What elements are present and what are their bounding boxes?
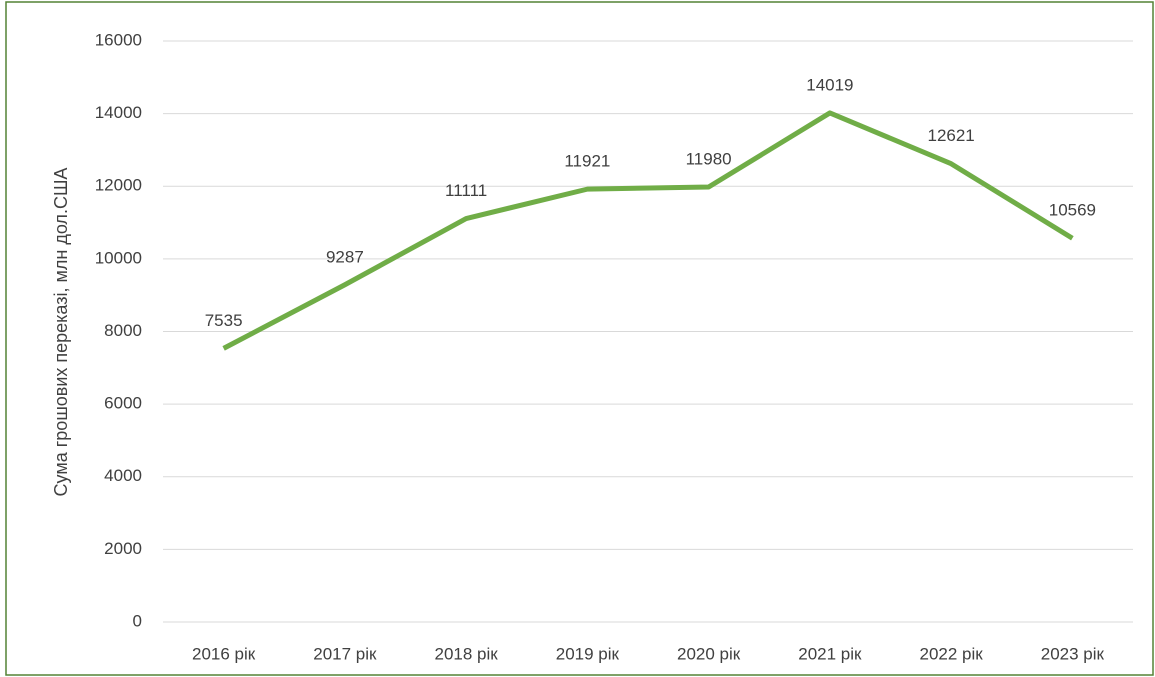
y-tick-label: 14000 xyxy=(95,103,142,122)
x-tick-label: 2018 рік xyxy=(435,644,499,663)
y-axis-label: Сума грошових переказі, млн дол.США xyxy=(51,168,71,497)
data-label: 9287 xyxy=(326,247,364,266)
data-label: 7535 xyxy=(205,311,243,330)
line xyxy=(222,110,1074,351)
x-tick-label: 2022 рік xyxy=(920,644,984,663)
y-tick-label: 12000 xyxy=(95,176,142,195)
y-tick-label: 16000 xyxy=(95,30,142,49)
data-label: 11111 xyxy=(445,181,487,200)
data-label: 12621 xyxy=(927,126,974,145)
x-tick-label: 2017 рік xyxy=(313,644,377,663)
chart-border xyxy=(5,1,1154,676)
data-label: 11921 xyxy=(564,152,610,171)
y-tick-label: 8000 xyxy=(104,321,142,340)
y-tick-label: 6000 xyxy=(104,394,142,413)
x-tick-label: 2020 рік xyxy=(677,644,741,663)
y-tick-label: 4000 xyxy=(104,466,142,485)
x-tick-label: 2021 рік xyxy=(798,644,862,663)
x-tick-label: 2019 рік xyxy=(556,644,620,663)
x-tick-label: 2016 рік xyxy=(192,644,256,663)
data-label: 10569 xyxy=(1049,201,1096,220)
y-tick-label: 2000 xyxy=(104,539,142,558)
data-label: 14019 xyxy=(806,75,853,94)
y-tick-label: 0 xyxy=(133,611,142,630)
data-label: 11980 xyxy=(686,149,732,168)
x-tick-label: 2023 рік xyxy=(1041,644,1105,663)
y-tick-label: 10000 xyxy=(95,248,142,267)
